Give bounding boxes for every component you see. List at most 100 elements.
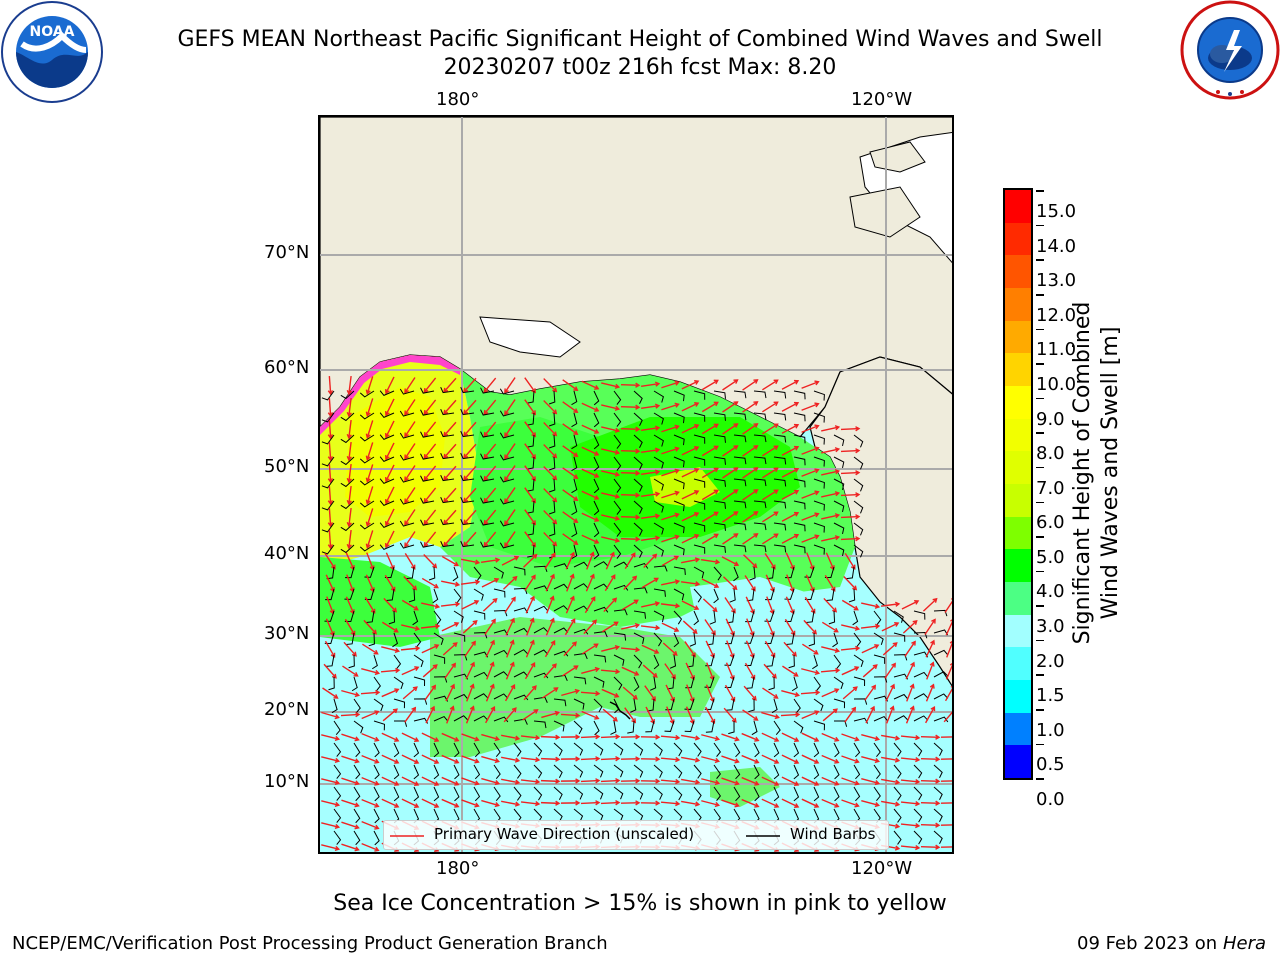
wave-direction-arrow (504, 399, 516, 415)
wind-barb (340, 412, 355, 422)
wind-barb (753, 412, 767, 421)
wave-arrow-head (654, 649, 660, 654)
wind-barb (353, 786, 361, 802)
wave-direction-arrow (504, 421, 516, 437)
wave-direction-arrow (761, 798, 779, 808)
wave-arrow-head (613, 621, 619, 627)
wave-arrow-head (614, 471, 621, 477)
sea-ice-note: Sea Ice Concentration > 15% is shown in … (333, 891, 947, 916)
wind-barb (333, 742, 342, 757)
wave-arrow-head (374, 736, 380, 742)
wave-arrow-head (414, 759, 420, 764)
wave-arrow-head (373, 649, 379, 655)
wave-direction-arrow (780, 713, 800, 717)
wind-barb (527, 390, 535, 404)
wind-barb (440, 540, 455, 548)
wave-arrow-head (694, 735, 701, 741)
wave-direction-arrow (686, 684, 694, 702)
wind-barb (828, 610, 836, 625)
wind-barb (433, 610, 442, 625)
wave-direction-arrow (764, 553, 776, 569)
wave-direction-arrow (840, 537, 860, 541)
wave-arrow-head (793, 511, 800, 517)
wind-barb (573, 786, 584, 800)
wave-arrow-head (889, 705, 895, 711)
wave-arrow-head (533, 709, 539, 714)
wave-direction-arrow (645, 706, 655, 724)
wave-direction-arrow (441, 580, 459, 586)
wave-direction-arrow (802, 643, 818, 655)
wave-arrow-head (531, 498, 537, 504)
wave-direction-arrow (640, 514, 660, 520)
wind-barb (374, 853, 379, 854)
wave-direction-arrow (841, 666, 859, 676)
wave-direction-arrow (640, 404, 660, 410)
wave-arrow-head (834, 802, 840, 808)
wave-direction-arrow (343, 641, 357, 657)
wind-barb (420, 387, 435, 394)
wave-direction-arrow (465, 662, 475, 680)
wind-barb (480, 519, 495, 526)
wave-arrow-head (935, 844, 941, 850)
wind-barb (440, 386, 455, 394)
wind-barb (713, 500, 726, 509)
wind-barb (713, 522, 726, 531)
wind-barb (793, 500, 806, 510)
wind-barb (373, 698, 384, 712)
wave-direction-arrow (523, 685, 537, 701)
wave-direction-arrow (443, 421, 457, 437)
colorbar-tick-label: 15.0 (1036, 180, 1076, 222)
wave-direction-arrow (681, 558, 699, 564)
wave-arrow-head (949, 640, 952, 644)
wave-arrow-head (443, 541, 449, 547)
wind-barb (573, 676, 587, 685)
wave-direction-arrow (524, 509, 536, 525)
wave-direction-arrow (463, 377, 477, 393)
wind-barb (653, 500, 664, 513)
wave-direction-arrow (681, 468, 699, 478)
wave-direction-arrow (685, 662, 695, 680)
wave-direction-arrow (328, 485, 332, 505)
wind-barb (340, 390, 355, 400)
wind-barb (933, 742, 943, 756)
wave-arrow-head (392, 708, 398, 714)
wave-arrow-head (694, 534, 700, 539)
wind-barb (613, 584, 629, 591)
wave-arrow-head (731, 717, 737, 723)
wave-arrow-head (589, 573, 595, 579)
wind-barb (793, 720, 804, 734)
wave-direction-arrow (505, 662, 515, 680)
wave-direction-arrow (801, 535, 819, 543)
wave-direction-arrow (484, 619, 496, 635)
wind-barb (364, 566, 375, 578)
wave-direction-arrow (562, 467, 578, 479)
wind-barb (633, 742, 644, 756)
wave-arrow-head (346, 499, 352, 506)
wave-arrow-head (531, 476, 537, 482)
wave-direction-arrow (503, 707, 517, 723)
wave-arrow-head (634, 670, 640, 676)
wave-arrow-head (423, 541, 429, 548)
wave-arrow-head (331, 673, 337, 679)
wind-barb (673, 588, 685, 601)
wind-barb (499, 498, 515, 505)
wave-arrow-head (569, 595, 575, 601)
wind-barb (373, 808, 380, 824)
wave-arrow-head (610, 574, 616, 580)
wave-direction-arrow (741, 754, 759, 764)
wave-arrow-head (694, 581, 701, 587)
wave-direction-arrow (561, 689, 579, 697)
wind-barb (913, 786, 923, 801)
wind-barb (733, 566, 739, 582)
wind-barb (913, 671, 929, 678)
wind-barb (473, 693, 489, 700)
wave-arrow-head (655, 800, 661, 806)
wave-arrow-head (354, 692, 360, 698)
wind-barb (724, 654, 735, 666)
wave-direction-arrow (762, 511, 778, 523)
wind-barb (493, 716, 509, 723)
wave-direction-arrow (348, 419, 352, 439)
lon-label-bottom-120w: 120°W (851, 858, 913, 879)
wave-arrow-head (733, 401, 739, 406)
wave-arrow-head (674, 512, 680, 518)
